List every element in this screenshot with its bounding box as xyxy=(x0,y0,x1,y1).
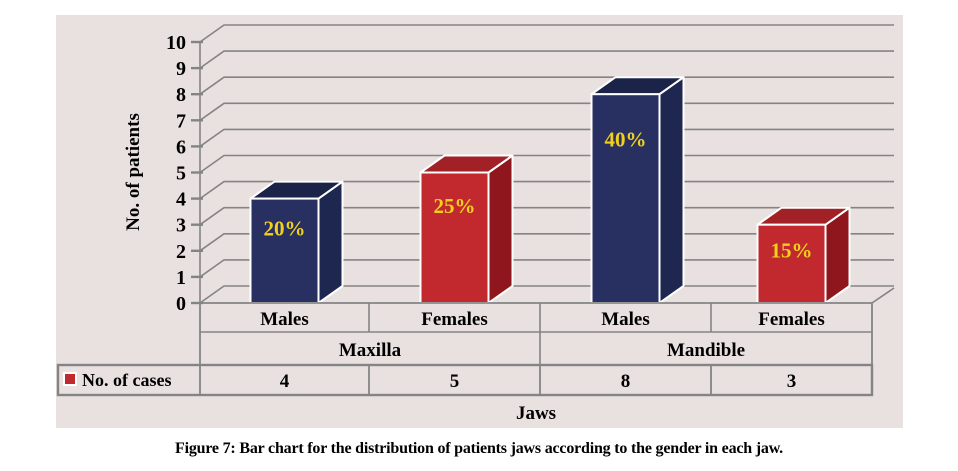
bar-side-face xyxy=(658,76,685,304)
y-tick-label: 1 xyxy=(176,267,186,289)
x-axis-title: Jaws xyxy=(516,403,556,424)
bar-front-face xyxy=(249,197,320,305)
category-label: Females xyxy=(421,309,487,330)
bar-percent-label: 40% xyxy=(605,128,647,152)
data-table-border xyxy=(56,363,874,397)
bar-percent-label: 15% xyxy=(771,238,813,262)
y-tick-label: 7 xyxy=(176,110,186,132)
y-tick-label: 10 xyxy=(166,32,186,54)
category-label: Females xyxy=(758,309,824,330)
figure-caption: Figure 7: Bar chart for the distribution… xyxy=(175,440,783,457)
table-row-label: No. of cases xyxy=(82,370,171,390)
category-label: Males xyxy=(260,309,309,330)
table-value: 5 xyxy=(450,371,460,392)
bar-front-face xyxy=(756,223,827,304)
y-tick-label: 9 xyxy=(176,58,186,80)
category-label: Males xyxy=(601,309,650,330)
table-value: 8 xyxy=(621,371,631,392)
group-label: Mandible xyxy=(667,340,745,361)
y-tick-label: 5 xyxy=(176,163,186,185)
bar-side-face xyxy=(317,180,344,304)
bar-females-maxilla: 25% xyxy=(419,154,514,304)
y-tick-label: 6 xyxy=(176,136,186,158)
bar-percent-label: 25% xyxy=(434,194,476,218)
y-tick-label: 4 xyxy=(176,189,186,211)
table-value: 4 xyxy=(280,371,290,392)
floor-corner-edge xyxy=(871,287,895,304)
y-tick-label: 8 xyxy=(176,84,186,106)
bar-front-face xyxy=(590,93,661,304)
bar-chart-canvas: 0 1 2 3 4 5 6 7 8 9 10 20% 25% 40% 15% Males Females Male… xyxy=(56,15,903,428)
legend-marker xyxy=(63,372,77,386)
table-value: 3 xyxy=(787,371,797,392)
bar-percent-label: 20% xyxy=(264,216,306,240)
bar-females-mandible: 15% xyxy=(756,206,851,304)
bar-males-mandible: 40% xyxy=(590,76,685,304)
y-axis-title: No. of patients xyxy=(123,113,144,231)
bar-front-face xyxy=(419,171,490,304)
bar-males-maxilla: 20% xyxy=(249,180,344,305)
y-tick-label: 0 xyxy=(176,293,186,315)
group-label: Maxilla xyxy=(339,340,402,361)
y-tick-label: 2 xyxy=(176,241,186,263)
y-tick-label: 3 xyxy=(176,215,186,237)
bar-side-face xyxy=(487,154,514,304)
